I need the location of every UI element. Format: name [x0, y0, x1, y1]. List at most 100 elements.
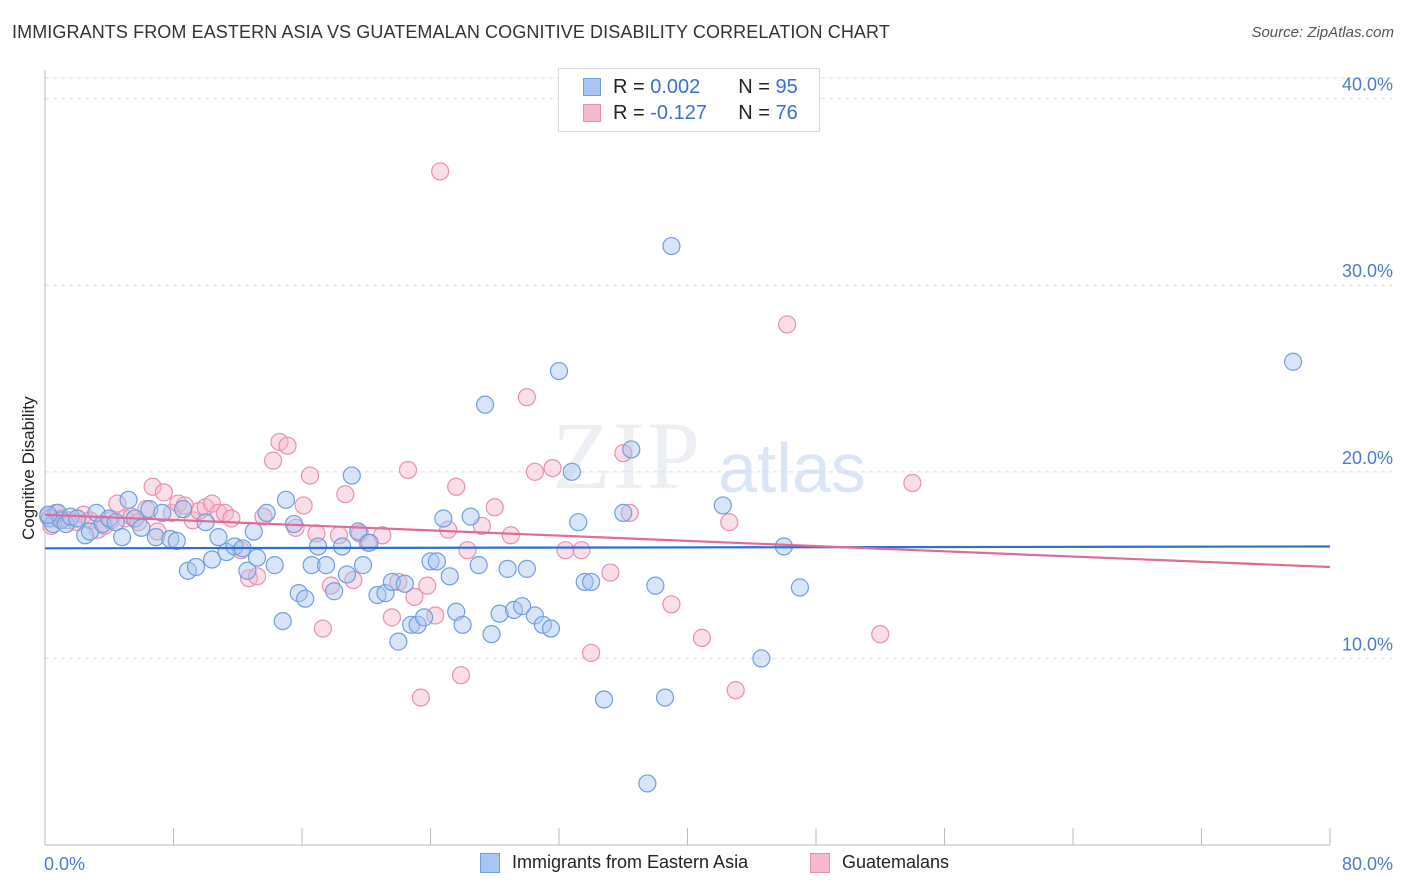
guatemalans-point: [294, 496, 313, 515]
correlation-legend: R = 0.002 N = 95 R = -0.127 N = 76: [558, 68, 820, 132]
legend-n-value: 76: [775, 101, 798, 124]
guatemalans-point: [405, 587, 424, 606]
eastern-asia-trend-line: [44, 545, 1331, 550]
legend-swatch-pink: [583, 104, 601, 122]
guatemalans-point: [582, 643, 601, 662]
tick-labels: 10.0% 20.0% 30.0% 40.0% 0.0% 80.0%: [44, 75, 1393, 874]
guatemalans-point: [556, 541, 575, 560]
guatemalans-point: [426, 606, 445, 625]
guatemalans-point: [726, 681, 745, 700]
bottom-legend-eastern-asia: Immigrants from Eastern Asia: [480, 852, 748, 873]
eastern-asia-point: [333, 537, 352, 556]
guatemalans-point: [263, 451, 283, 470]
eastern-asia-point: [790, 578, 810, 597]
legend-r-value: -0.127: [650, 101, 707, 124]
guatemalans-point: [439, 520, 458, 539]
eastern-asia-point: [308, 537, 328, 556]
y-tick-label: 30.0%: [1342, 261, 1393, 281]
eastern-asia-point: [153, 503, 172, 522]
watermark-atlas: atlas: [718, 429, 866, 507]
legend-r-label: R =: [613, 101, 651, 124]
eastern-asia-point: [461, 507, 480, 526]
eastern-asia-point: [408, 615, 427, 634]
eastern-asia-point: [646, 576, 665, 595]
guatemalans-point: [501, 526, 520, 545]
legend-r-label: R =: [613, 75, 651, 98]
eastern-asia-point: [1283, 352, 1303, 371]
y-tick-label: 20.0%: [1342, 448, 1393, 468]
guatemalans-point: [300, 466, 320, 485]
eastern-asia-point: [265, 556, 284, 575]
eastern-asia-point: [119, 490, 138, 509]
guatemalans-point: [543, 458, 562, 478]
guatemalans-point: [620, 503, 639, 522]
guatemalans-point: [143, 477, 162, 496]
eastern-asia-point: [273, 611, 292, 631]
eastern-asia-point: [582, 572, 601, 592]
legend-n-label: N =: [738, 101, 776, 124]
guatemalans-point: [382, 608, 402, 627]
eastern-asia-point: [389, 632, 408, 651]
eastern-asia-point: [614, 503, 633, 522]
eastern-asia-point: [316, 556, 336, 575]
y-axis-title: Cognitive Disability: [19, 396, 38, 540]
eastern-asia-point: [421, 552, 440, 571]
legend-series-name: Immigrants from Eastern Asia: [512, 852, 749, 872]
eastern-asia-point: [395, 574, 414, 593]
legend-swatch-blue: [480, 852, 500, 873]
eastern-asia-point: [575, 572, 594, 592]
eastern-asia-point: [325, 582, 344, 601]
guatemalans-point: [517, 388, 536, 407]
guatemalans-point: [202, 494, 222, 513]
eastern-asia-point: [302, 556, 321, 575]
guatemalans-point: [662, 595, 681, 614]
guatemalans-point: [601, 563, 620, 582]
eastern-asia-point: [244, 522, 263, 541]
eastern-asia-point: [622, 440, 641, 459]
chart-title: IMMIGRANTS FROM EASTERN ASIA VS GUATEMAL…: [12, 22, 890, 42]
guatemalans-point: [777, 315, 797, 334]
guatemalans-point: [222, 509, 241, 528]
guatemalans-point: [169, 494, 188, 513]
guatemalans-point: [525, 462, 545, 481]
eastern-asia-point: [202, 550, 222, 569]
eastern-asia-point: [276, 490, 296, 509]
eastern-asia-point: [427, 552, 447, 571]
eastern-asia-point: [498, 559, 517, 578]
guatemalans-point: [572, 541, 591, 560]
eastern-asia-point: [186, 557, 206, 577]
axes: [44, 70, 1331, 846]
eastern-asia-point: [662, 236, 681, 256]
guatemalans-point: [336, 485, 355, 504]
legend-row-pink: R = -0.127 N = 76: [583, 101, 798, 125]
eastern-asia-point: [482, 625, 501, 644]
series-guatemalans-points: [39, 162, 922, 707]
eastern-asia-point: [414, 608, 434, 627]
eastern-asia-point: [68, 509, 87, 528]
eastern-asia-point: [562, 462, 581, 481]
guatemalans-point: [871, 625, 890, 644]
eastern-asia-point: [257, 503, 276, 522]
x-tick-label: 0.0%: [44, 854, 85, 874]
guatemalans-point: [321, 576, 341, 595]
guatemalans-point: [154, 483, 173, 502]
guatemalans-point: [278, 436, 297, 455]
legend-swatch-blue: [583, 78, 601, 96]
guatemalans-point: [411, 688, 430, 707]
eastern-asia-point: [569, 513, 588, 532]
eastern-asia-point: [476, 395, 495, 414]
y-tick-label: 40.0%: [1342, 75, 1393, 95]
eastern-asia-point: [541, 619, 561, 638]
guatemalans-point: [903, 473, 922, 493]
eastern-asia-point: [490, 604, 509, 623]
eastern-asia-point: [146, 528, 165, 547]
eastern-asia-point: [594, 690, 614, 709]
guatemalans-point: [451, 666, 471, 685]
y-tick-label: 10.0%: [1342, 634, 1393, 654]
eastern-asia-point: [434, 509, 453, 528]
guatemalans-point: [313, 619, 332, 638]
legend-row-blue: R = 0.002 N = 95: [583, 75, 798, 99]
guatemalans-point: [108, 494, 127, 513]
guatemalans-point: [431, 162, 450, 181]
eastern-asia-point: [296, 589, 315, 608]
